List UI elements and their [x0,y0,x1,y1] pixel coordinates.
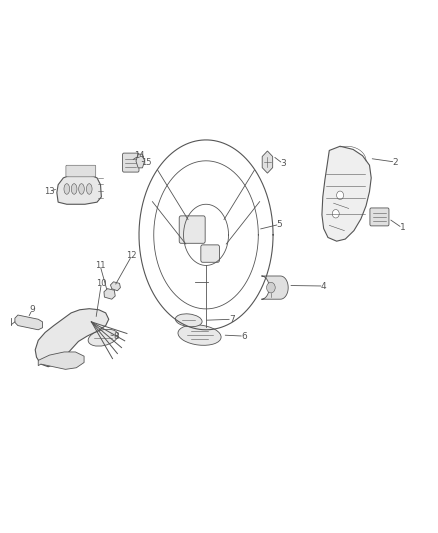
Text: 4: 4 [321,281,326,290]
Ellipse shape [71,184,77,194]
Text: 2: 2 [392,158,398,167]
Polygon shape [262,151,273,173]
Ellipse shape [79,184,84,194]
Text: 3: 3 [280,159,286,168]
Text: 15: 15 [141,158,152,167]
Ellipse shape [86,184,92,194]
Ellipse shape [64,184,70,194]
Polygon shape [136,154,145,168]
FancyBboxPatch shape [66,165,96,177]
Text: 7: 7 [229,315,235,324]
FancyBboxPatch shape [201,245,219,262]
Text: 12: 12 [127,252,137,261]
Text: 5: 5 [277,220,283,229]
FancyBboxPatch shape [179,216,205,243]
Polygon shape [38,352,84,369]
Text: 6: 6 [241,332,247,341]
FancyBboxPatch shape [123,153,139,172]
Text: 14: 14 [134,151,144,160]
Text: 10: 10 [96,279,106,288]
Text: 8: 8 [113,332,119,341]
Ellipse shape [178,325,221,345]
Polygon shape [15,315,42,330]
Ellipse shape [337,191,343,199]
Text: 1: 1 [399,223,405,232]
Polygon shape [261,276,288,299]
Polygon shape [35,309,109,367]
Ellipse shape [267,282,275,293]
Text: 11: 11 [95,261,105,270]
Polygon shape [57,174,101,204]
Polygon shape [104,289,115,299]
Ellipse shape [88,329,118,346]
Polygon shape [322,146,371,241]
Ellipse shape [175,314,202,327]
Text: 9: 9 [29,305,35,314]
FancyBboxPatch shape [370,208,389,226]
Ellipse shape [332,209,339,218]
Text: 13: 13 [44,187,55,196]
Polygon shape [110,282,120,291]
